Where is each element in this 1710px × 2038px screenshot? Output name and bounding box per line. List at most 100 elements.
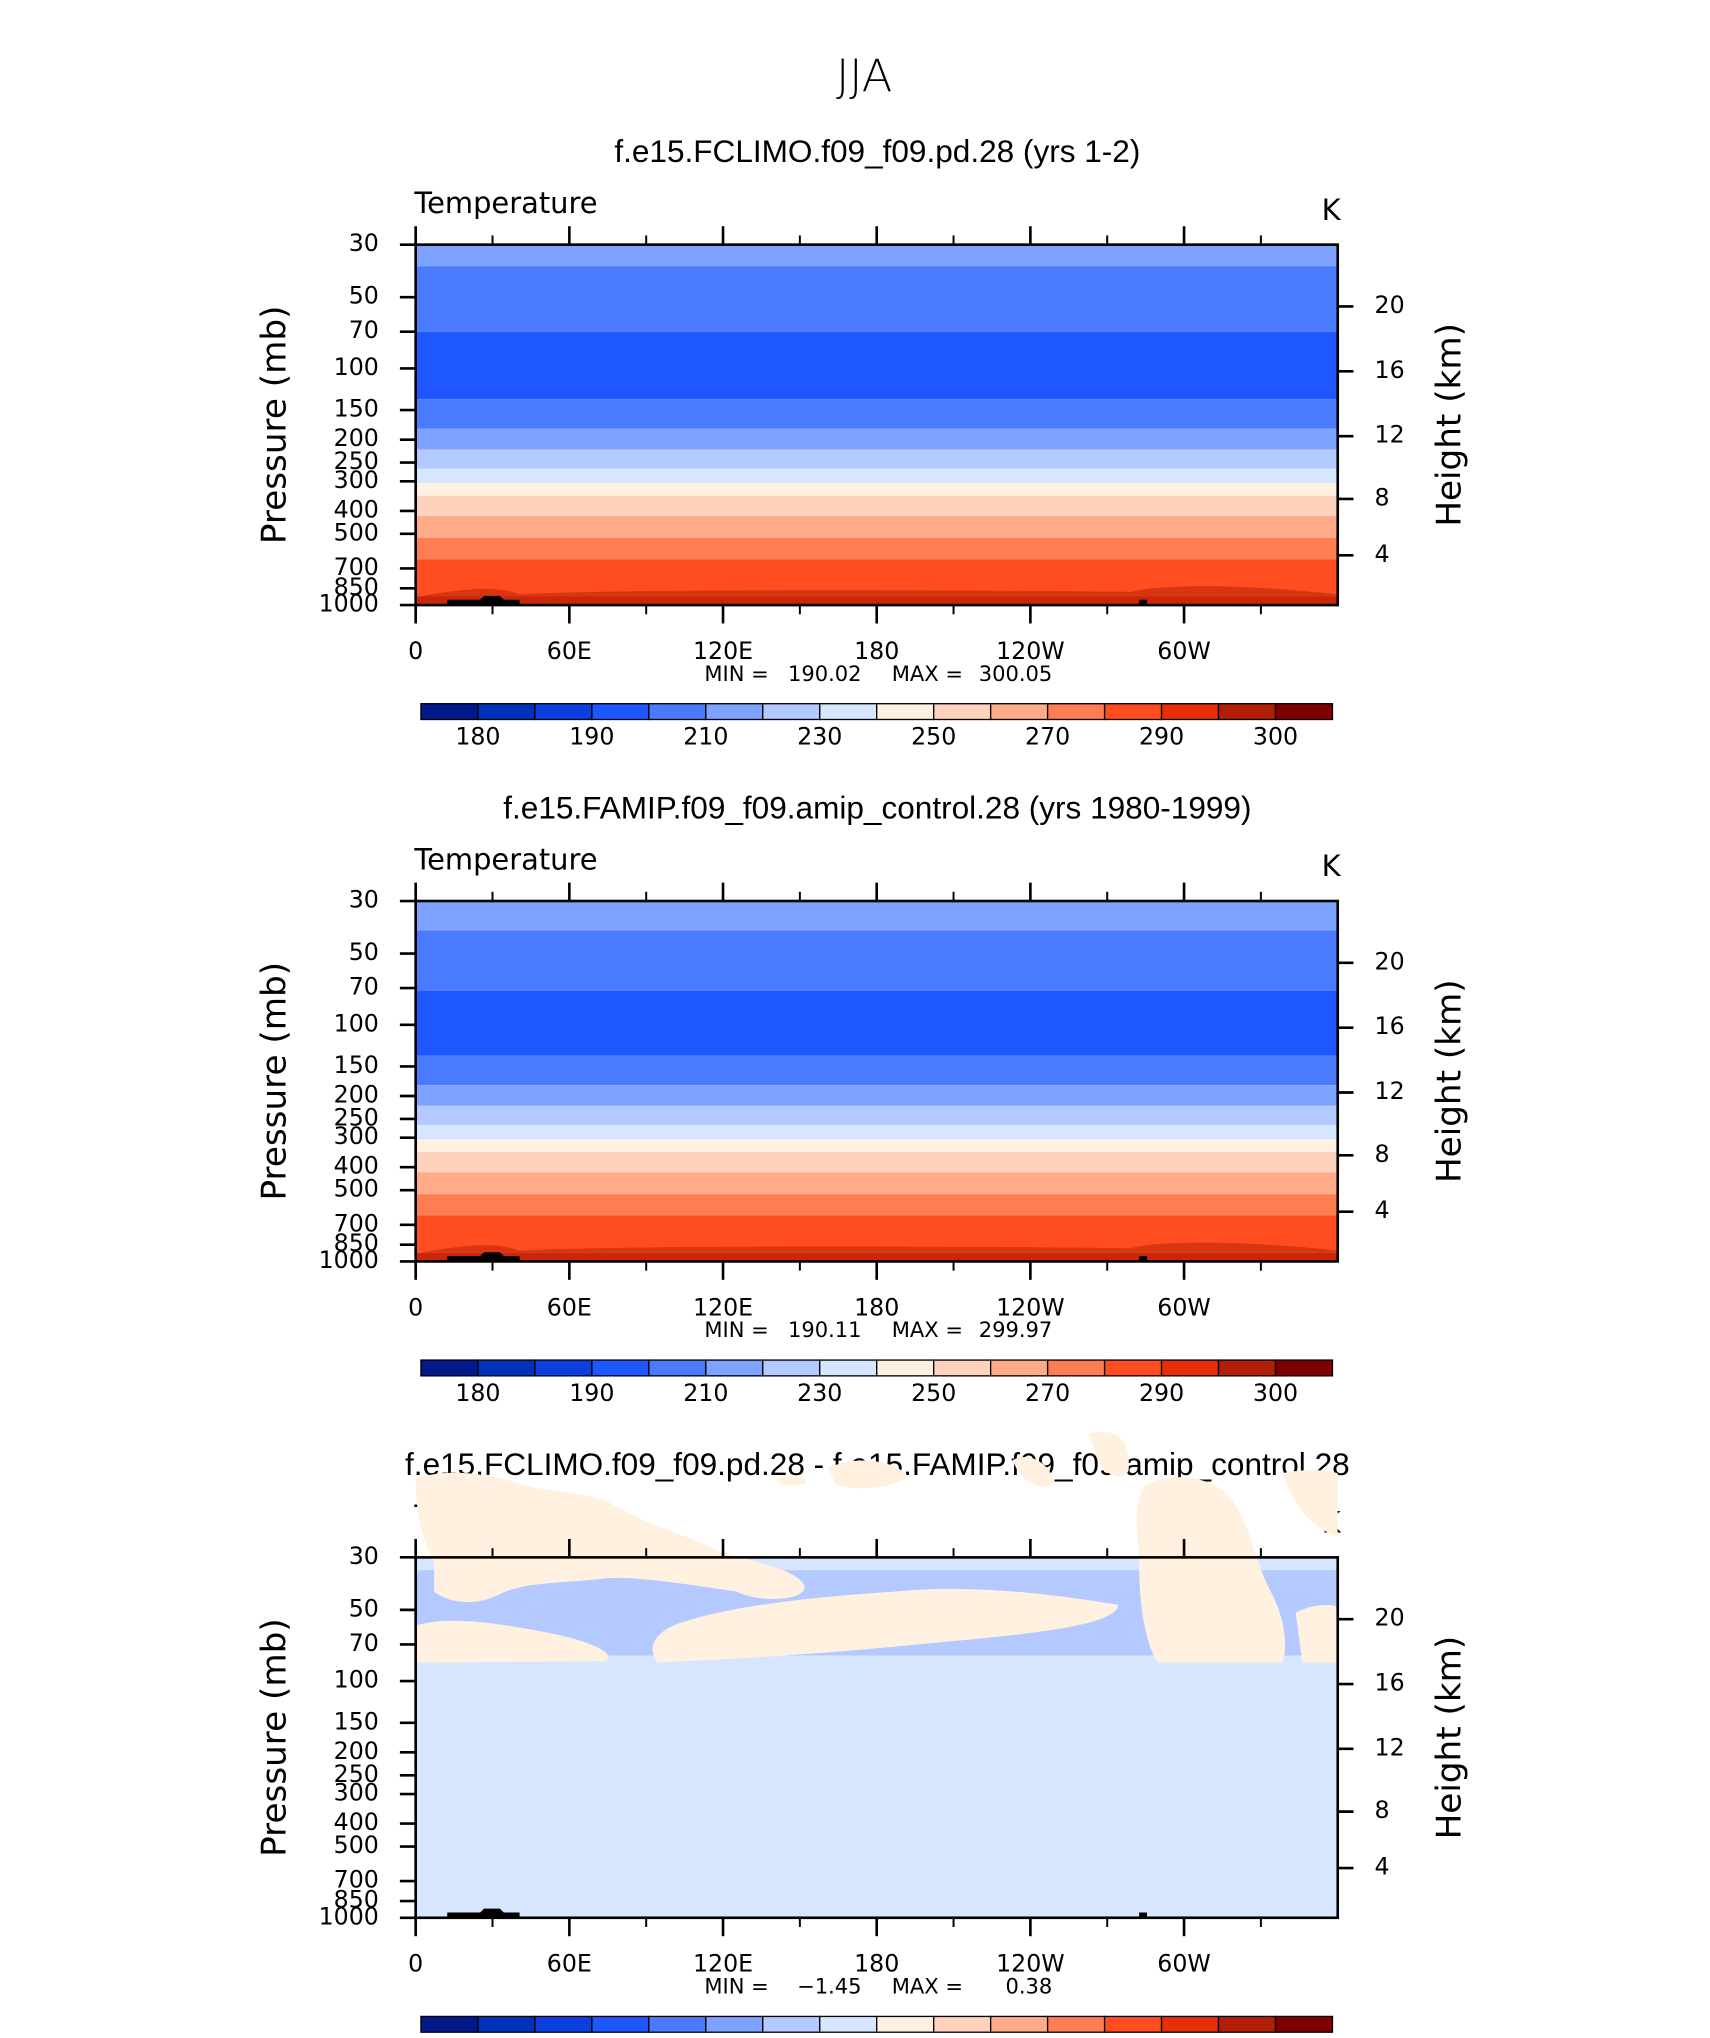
colorbar-box — [933, 703, 992, 721]
x-tick-label: 180 — [854, 637, 899, 665]
x-tick-label: 180 — [854, 1293, 899, 1321]
y-tick-label: 50 — [349, 1594, 379, 1622]
colorbar-label: −2 — [745, 2035, 780, 2038]
colorbar-box — [1217, 1359, 1277, 1377]
y-tick-label: 150 — [334, 1051, 379, 1079]
contour-band — [415, 244, 1338, 267]
contour-band — [415, 495, 1338, 516]
min-label: MIN = — [704, 1973, 768, 1998]
colorbar-box — [477, 1359, 536, 1377]
y-tick-label: 50 — [349, 938, 379, 966]
y-tick-label: 50 — [349, 282, 379, 310]
y2-tick-label: 12 — [1375, 1077, 1405, 1105]
y-tick-label: 200 — [334, 424, 379, 452]
colorbar-box — [989, 703, 1049, 721]
y-tick-label: 250 — [334, 1103, 379, 1131]
y2-tick-label: 4 — [1375, 1853, 1390, 1881]
contour-band — [415, 1055, 1338, 1086]
colorbar-box — [1046, 1359, 1106, 1377]
contour-band — [415, 1152, 1338, 1173]
colorbar-box — [477, 2015, 536, 2033]
colorbar-box — [534, 2015, 593, 2033]
contour-region — [1012, 1456, 1055, 1487]
y-tick-label: 700 — [334, 1209, 379, 1237]
y-tick-label: 70 — [349, 316, 379, 344]
y2-axis-label: Height (km) — [1429, 1636, 1469, 1840]
colorbar-box — [705, 703, 764, 721]
x-tick-label: 120W — [996, 1950, 1065, 1978]
y-tick-label: 30 — [349, 1542, 379, 1570]
max-value: 0.38 — [1005, 1973, 1052, 1998]
y-tick-label: 1000 — [319, 1246, 379, 1274]
figure-title: JJA — [836, 49, 892, 102]
colorbar-label: 190 — [569, 722, 614, 750]
x-tick-label: 60E — [547, 1293, 592, 1321]
contour-band — [415, 1655, 1338, 1918]
colorbar-label: 300 — [1253, 722, 1298, 750]
x-tick-label: 120W — [996, 637, 1065, 665]
x-tick-label: 60E — [547, 1950, 592, 1978]
y-tick-label: 30 — [349, 229, 379, 257]
contour-band — [415, 428, 1338, 450]
x-tick-label: 0 — [408, 637, 423, 665]
colorbar-box — [762, 703, 821, 721]
contour-band — [415, 266, 1338, 332]
contour-band — [415, 468, 1338, 484]
colorbar-label: 270 — [1025, 722, 1070, 750]
y-tick-label: 70 — [349, 1629, 379, 1657]
colorbar-box — [989, 1359, 1049, 1377]
y-axis-label: Pressure (mb) — [255, 1618, 295, 1857]
contour-region — [1136, 1477, 1286, 1663]
y2-tick-label: 8 — [1375, 1140, 1390, 1168]
colorbar-box — [1217, 2015, 1277, 2033]
x-tick-label: 120E — [693, 637, 753, 665]
contour-band — [415, 1139, 1338, 1153]
x-tick-label: 120W — [996, 1293, 1065, 1321]
contour-band — [415, 1124, 1338, 1140]
y2-tick-label: 12 — [1375, 1733, 1405, 1761]
y-axis-label: Pressure (mb) — [255, 306, 295, 545]
colorbar-box — [1103, 1359, 1163, 1377]
colorbar-label: 210 — [683, 722, 728, 750]
colorbar-box — [1160, 2015, 1220, 2033]
y-tick-label: 400 — [334, 1808, 379, 1836]
colorbar-box — [1160, 1359, 1220, 1377]
colorbar-box — [648, 2015, 707, 2033]
y2-axis-label: Height (km) — [1429, 323, 1469, 527]
colorbar-box — [648, 1359, 707, 1377]
x-tick-label: 60W — [1157, 1293, 1211, 1321]
y2-tick-label: 4 — [1375, 1196, 1390, 1224]
colorbar-box — [1160, 703, 1220, 721]
contour-band — [415, 1194, 1338, 1216]
colorbar-box — [534, 1359, 593, 1377]
surface-layer — [415, 586, 1338, 606]
contour-band — [415, 515, 1338, 538]
colorbar-box — [591, 1359, 650, 1377]
panel: f.e15.FCLIMO.f09_f09.pd.28 - f.e15.FAMIP… — [255, 1432, 1469, 2038]
contour-region — [1089, 1432, 1129, 1477]
colorbar-label: 180 — [455, 1379, 500, 1407]
colorbar-label: 1 — [926, 2035, 941, 2038]
y-tick-label: 70 — [349, 973, 379, 1001]
units: K — [1322, 849, 1342, 883]
colorbar-label: 230 — [797, 1379, 842, 1407]
colorbar-label: −9 — [460, 2035, 495, 2038]
colorbar-label: −3 — [688, 2035, 723, 2038]
colorbar-box — [705, 2015, 764, 2033]
y-tick-label: 500 — [334, 1831, 379, 1859]
panel: f.e15.FCLIMO.f09_f09.pd.28 (yrs 1-2) Temp… — [255, 133, 1470, 750]
colorbar-label: 180 — [455, 722, 500, 750]
colorbar-box — [762, 2015, 821, 2033]
y2-tick-label: 8 — [1375, 483, 1390, 511]
colorbar-box — [1046, 703, 1106, 721]
min-label: MIN = — [704, 661, 768, 686]
x-tick-label: 120E — [693, 1293, 753, 1321]
x-tick-label: 60W — [1157, 637, 1211, 665]
colorbar-label: 190 — [569, 1379, 614, 1407]
colorbar-label: 290 — [1139, 1379, 1184, 1407]
contour-band — [415, 1085, 1338, 1106]
colorbar-box — [876, 1359, 935, 1377]
y2-tick-label: 4 — [1375, 540, 1390, 568]
